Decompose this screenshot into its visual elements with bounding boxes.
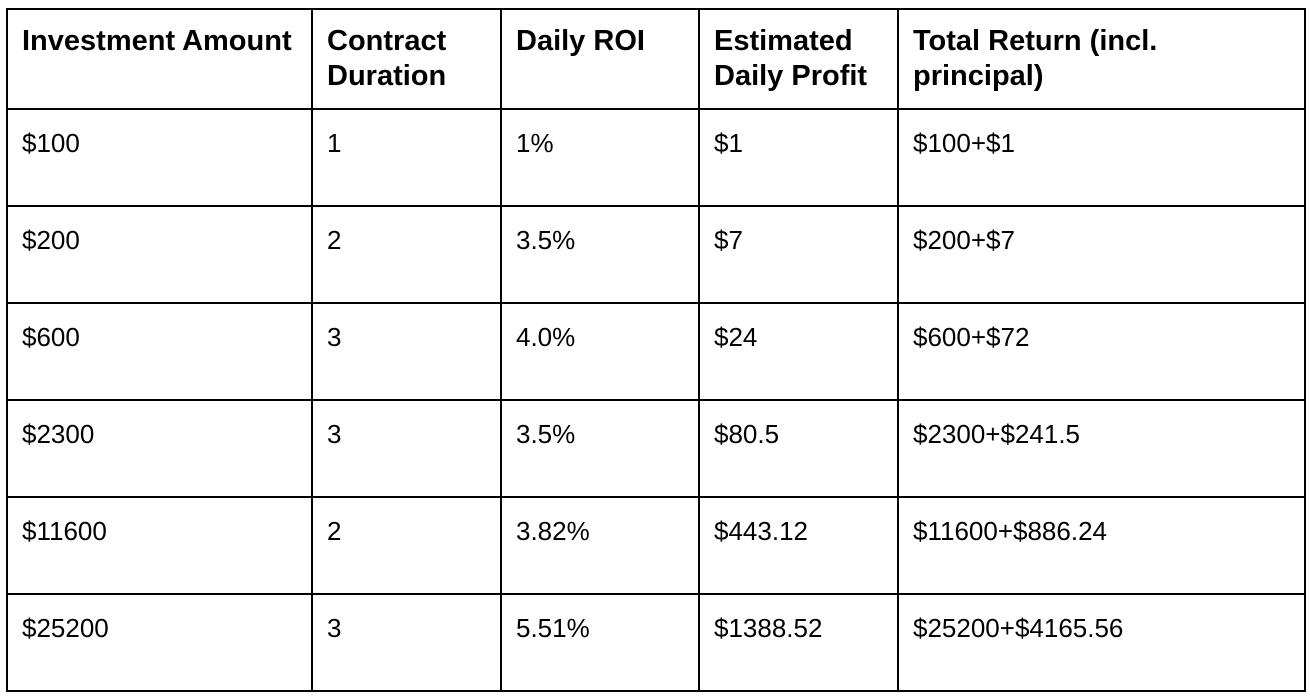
cell-investment-amount: $2300 [6, 399, 313, 498]
header-total-return: Total Return (incl. principal) [897, 8, 1306, 110]
table-body: $100 1 1% $1 $100+$1 $200 2 3.5% $7 $200… [6, 108, 1306, 692]
cell-estimated-daily-profit: $7 [698, 205, 899, 304]
cell-contract-duration: 1 [311, 108, 502, 207]
cell-daily-roi: 4.0% [500, 302, 700, 401]
header-investment-amount: Investment Amount [6, 8, 313, 110]
header-contract-duration: Contract Duration [311, 8, 502, 110]
cell-investment-amount: $100 [6, 108, 313, 207]
cell-contract-duration: 3 [311, 593, 502, 692]
cell-total-return: $100+$1 [897, 108, 1306, 207]
table-row: $100 1 1% $1 $100+$1 [6, 108, 1306, 207]
cell-daily-roi: 3.5% [500, 399, 700, 498]
cell-contract-duration: 3 [311, 399, 502, 498]
cell-total-return: $11600+$886.24 [897, 496, 1306, 595]
header-row: Investment Amount Contract Duration Dail… [6, 8, 1306, 110]
header-estimated-daily-profit: Estimated Daily Profit [698, 8, 899, 110]
table-row: $600 3 4.0% $24 $600+$72 [6, 302, 1306, 401]
table-row: $2300 3 3.5% $80.5 $2300+$241.5 [6, 399, 1306, 498]
cell-estimated-daily-profit: $24 [698, 302, 899, 401]
cell-total-return: $600+$72 [897, 302, 1306, 401]
cell-investment-amount: $25200 [6, 593, 313, 692]
table-header: Investment Amount Contract Duration Dail… [6, 8, 1306, 110]
cell-investment-amount: $200 [6, 205, 313, 304]
cell-daily-roi: 1% [500, 108, 700, 207]
cell-contract-duration: 2 [311, 205, 502, 304]
cell-total-return: $2300+$241.5 [897, 399, 1306, 498]
table-row: $25200 3 5.51% $1388.52 $25200+$4165.56 [6, 593, 1306, 692]
cell-estimated-daily-profit: $80.5 [698, 399, 899, 498]
cell-contract-duration: 3 [311, 302, 502, 401]
cell-daily-roi: 3.82% [500, 496, 700, 595]
cell-estimated-daily-profit: $1388.52 [698, 593, 899, 692]
cell-total-return: $25200+$4165.56 [897, 593, 1306, 692]
cell-daily-roi: 5.51% [500, 593, 700, 692]
table-row: $11600 2 3.82% $443.12 $11600+$886.24 [6, 496, 1306, 595]
cell-investment-amount: $11600 [6, 496, 313, 595]
table-row: $200 2 3.5% $7 $200+$7 [6, 205, 1306, 304]
cell-estimated-daily-profit: $1 [698, 108, 899, 207]
investment-table: Investment Amount Contract Duration Dail… [6, 8, 1306, 692]
cell-total-return: $200+$7 [897, 205, 1306, 304]
cell-contract-duration: 2 [311, 496, 502, 595]
cell-daily-roi: 3.5% [500, 205, 700, 304]
cell-estimated-daily-profit: $443.12 [698, 496, 899, 595]
header-daily-roi: Daily ROI [500, 8, 700, 110]
cell-investment-amount: $600 [6, 302, 313, 401]
